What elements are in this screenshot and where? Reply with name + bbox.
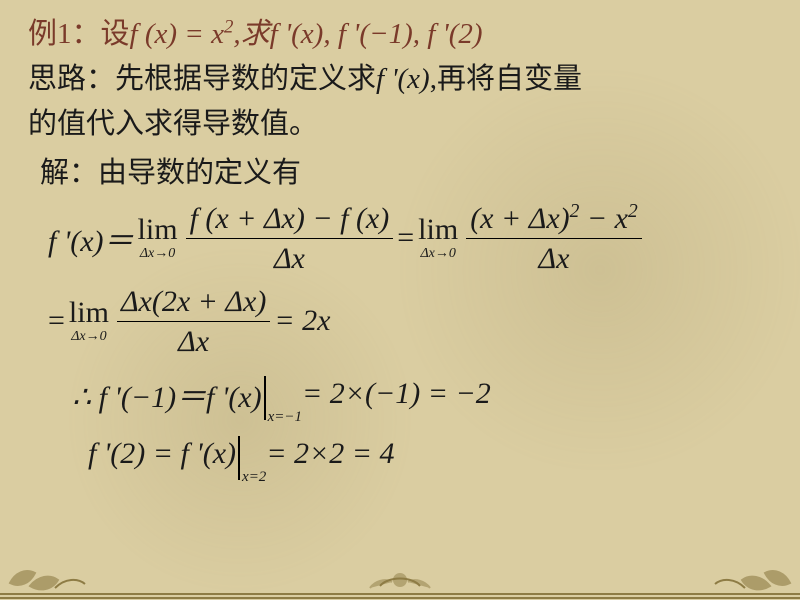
lim-3: lim Δx→0 xyxy=(69,298,109,344)
eq-2: = xyxy=(48,304,65,338)
result-row-1: ∴ f '(−1)＝f '(x) x=−1 = 2×(−1) = −2 xyxy=(72,372,772,416)
eq-1: = xyxy=(397,221,414,255)
eq-ask: ,求f '(x), f '(−1), f '(2) xyxy=(233,18,482,50)
derivation-row-2: = lim Δx→0 Δx(2x + Δx) Δx = 2x xyxy=(48,285,772,358)
border-svg xyxy=(0,560,800,600)
lim-2: lim Δx→0 xyxy=(418,215,458,261)
hint-text-1a: 思路：先根据导数的定义求 xyxy=(28,63,376,95)
lim-1: lim Δx→0 xyxy=(138,215,178,261)
hint-text-1c: ,再将自变量 xyxy=(430,63,582,95)
hint-line-2: 的值代入求得导数值。 xyxy=(28,102,772,147)
example-label: 例1： xyxy=(28,18,101,50)
derivation-row-1: f '(x)＝ lim Δx→0 f (x + Δx) − f (x) Δx =… xyxy=(48,202,772,275)
frac-3: Δx(2x + Δx) Δx xyxy=(117,285,270,358)
title-she: 设 xyxy=(101,18,130,50)
r4-a: f '(2) = f '(x) xyxy=(88,437,236,471)
r3-b: = 2×(−1) = −2 xyxy=(302,377,491,411)
frac-2: (x + Δx)2 − x2 Δx xyxy=(466,202,642,275)
r3-a: ∴ f '(−1)＝f '(x) xyxy=(72,372,262,416)
eval-1: x=−1 xyxy=(262,372,302,416)
r1-lhs: f '(x)＝ xyxy=(48,216,134,260)
eq-given: f (x) = x2 xyxy=(130,18,234,50)
hint-line-1: 思路：先根据导数的定义求f '(x),再将自变量 xyxy=(28,57,772,102)
slide-content: 例1：设f (x) = x2,求f '(x), f '(−1), f '(2) … xyxy=(28,12,772,476)
frac-1: f (x + Δx) − f (x) Δx xyxy=(186,202,394,275)
hint-fprime: f '(x) xyxy=(376,63,430,95)
eval-2: x=2 xyxy=(236,432,266,476)
decorative-border xyxy=(0,560,800,600)
result-row-2: f '(2) = f '(x) x=2 = 2×2 = 4 xyxy=(88,432,772,476)
r2-result: = 2x xyxy=(274,304,330,338)
example-title: 例1：设f (x) = x2,求f '(x), f '(−1), f '(2) xyxy=(28,12,772,57)
solution-label: 解：由导数的定义有 xyxy=(40,151,772,196)
r4-b: = 2×2 = 4 xyxy=(266,437,394,471)
